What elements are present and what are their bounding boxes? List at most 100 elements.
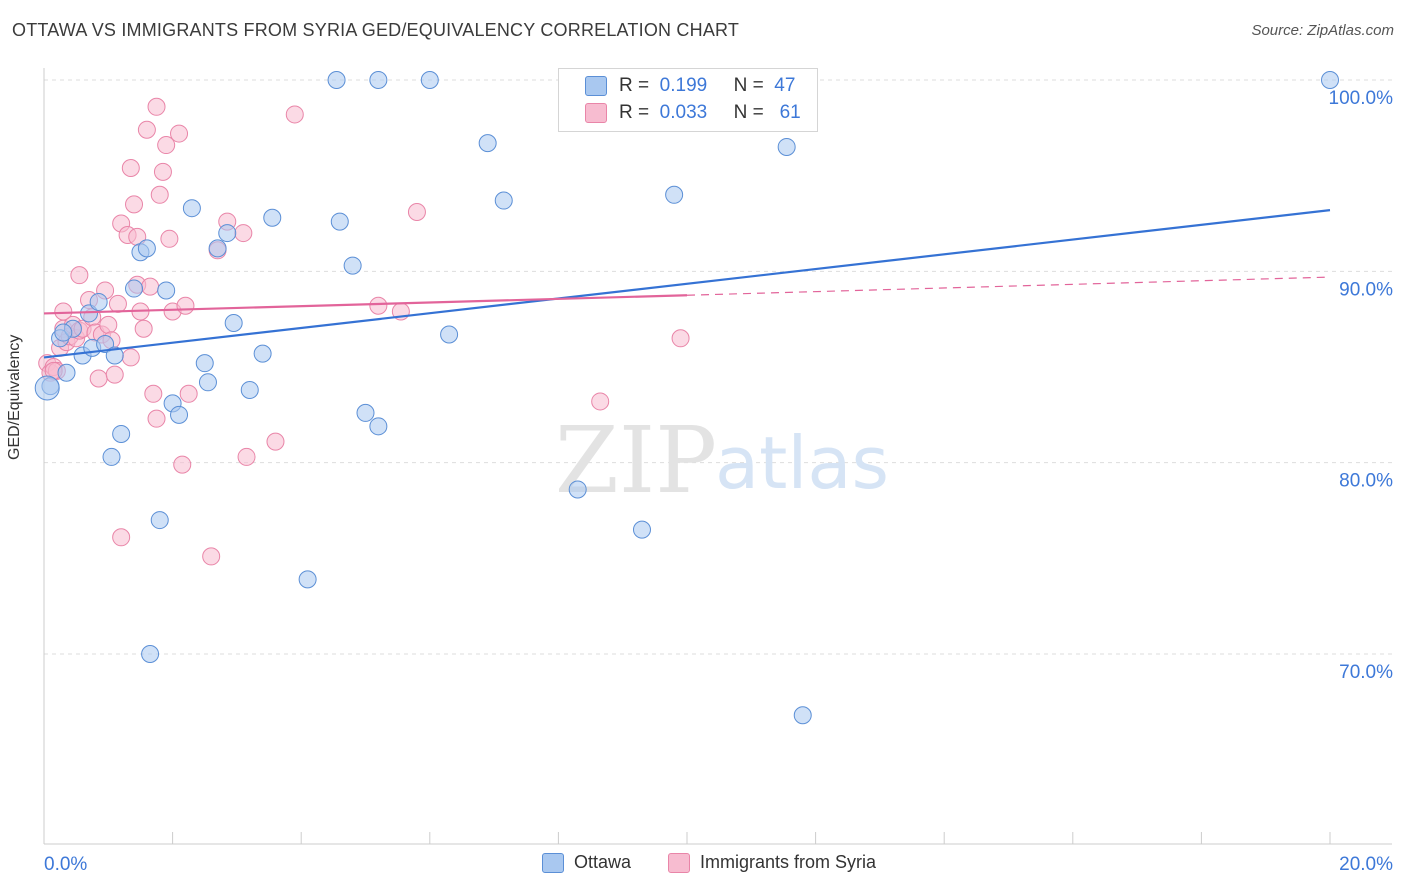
ottawa-point: [157, 281, 176, 300]
watermark-atlas: atlas: [715, 421, 889, 505]
ottawa-swatch: [542, 853, 564, 873]
ottawa-point: [224, 313, 243, 332]
syria-point: [147, 409, 166, 428]
ottawa-point: [568, 480, 587, 499]
ottawa-point: [198, 373, 217, 392]
ottawa-point: [150, 511, 169, 530]
syria-point: [137, 120, 156, 139]
syria-point: [157, 136, 176, 155]
ottawa-point: [632, 520, 651, 539]
syria-point: [369, 296, 388, 315]
ottawa-point: [137, 239, 156, 258]
legend-syria-text: R = 0.033 N = 61: [619, 102, 801, 124]
syria-point: [125, 195, 144, 214]
watermark: ZIP atlas: [555, 407, 889, 514]
ottawa-point: [208, 239, 227, 258]
r-label: R =: [619, 102, 650, 123]
syria-point: [671, 329, 690, 348]
syria-point: [134, 319, 153, 338]
syria-point: [108, 294, 127, 313]
syria-point: [150, 185, 169, 204]
ottawa-point: [195, 354, 214, 373]
syria-point: [141, 277, 160, 296]
bottom-legend-ottawa-label: Ottawa: [574, 852, 632, 872]
syria-point: [121, 159, 140, 178]
ottawa-point: [253, 344, 272, 363]
syria-point: [153, 162, 172, 181]
syria-point: [170, 124, 189, 143]
syria-point: [160, 229, 179, 248]
tick-labels: 70.0% 80.0% 90.0% 100.0% 0.0% 20.0%: [44, 88, 1393, 875]
ottawa-point: [793, 706, 812, 725]
r-label: R =: [619, 75, 650, 96]
syria-point: [179, 384, 198, 403]
n-value: 47: [774, 75, 796, 96]
ottawa-point: [263, 208, 282, 227]
ottawa-point: [420, 71, 439, 89]
r-value: 0.033: [659, 102, 708, 123]
syria-swatch: [668, 853, 690, 873]
grid-lines: [44, 79, 1392, 655]
n-value: 61: [779, 102, 801, 123]
syria-point: [89, 369, 108, 388]
ottawa-point: [369, 71, 388, 89]
syria-points: [38, 97, 690, 566]
syria-point: [112, 528, 131, 547]
axes: [43, 68, 1392, 845]
ottawa-point: [125, 279, 144, 298]
syria-point: [54, 302, 73, 321]
syria-point: [105, 365, 124, 384]
ottawa-point: [369, 417, 388, 436]
trend-lines: [43, 209, 1331, 359]
syria-point: [202, 547, 221, 566]
syria-trend-line-dashed: [686, 276, 1331, 296]
ottawa-point: [356, 403, 375, 422]
y-tick-label: 90.0%: [1339, 279, 1393, 300]
ottawa-points: [34, 71, 1339, 725]
ottawa-point: [89, 292, 108, 311]
correlation-legend: R = 0.199 N = 47 R = 0.033 N = 61: [558, 68, 818, 132]
bottom-legend-syria-label: Immigrants from Syria: [700, 852, 877, 872]
syria-point: [99, 315, 118, 334]
ottawa-point: [112, 424, 131, 443]
syria-point: [237, 447, 256, 466]
n-label: N =: [733, 75, 764, 96]
ottawa-point: [1321, 71, 1339, 89]
syria-point: [591, 392, 610, 411]
syria-trend-line: [43, 294, 688, 315]
syria-point: [285, 105, 304, 124]
syria-point: [234, 224, 253, 243]
ottawa-point: [327, 71, 346, 89]
syria-swatch: [585, 103, 607, 123]
ottawa-point: [330, 212, 349, 231]
y-axis-label: GED/Equivalency: [6, 334, 23, 460]
ottawa-point: [57, 363, 76, 382]
ottawa-point: [218, 224, 237, 243]
syria-point: [173, 455, 192, 474]
syria-point: [266, 432, 285, 451]
ottawa-point: [478, 134, 497, 153]
x-tick-label: 20.0%: [1339, 854, 1393, 875]
syria-point: [144, 384, 163, 403]
ottawa-point: [343, 256, 362, 275]
ottawa-trend-line: [43, 209, 1331, 359]
ottawa-point: [440, 325, 459, 344]
y-tick-label: 100.0%: [1329, 88, 1394, 109]
syria-point: [176, 296, 195, 315]
ottawa-point: [105, 346, 124, 365]
syria-point: [70, 266, 89, 285]
syria-point: [147, 97, 166, 116]
ottawa-point: [665, 185, 684, 204]
chart-title: OTTAWA VS IMMIGRANTS FROM SYRIA GED/EQUI…: [12, 20, 740, 40]
ottawa-point: [494, 191, 513, 210]
legend-ottawa-text: R = 0.199 N = 47: [619, 75, 795, 97]
ottawa-point: [170, 405, 189, 424]
syria-point: [121, 348, 140, 367]
ottawa-point: [34, 375, 60, 401]
ottawa-point: [240, 380, 259, 399]
ottawa-point: [96, 335, 115, 354]
ottawa-point: [141, 645, 160, 663]
r-value: 0.199: [659, 75, 708, 96]
ottawa-point: [298, 570, 317, 589]
